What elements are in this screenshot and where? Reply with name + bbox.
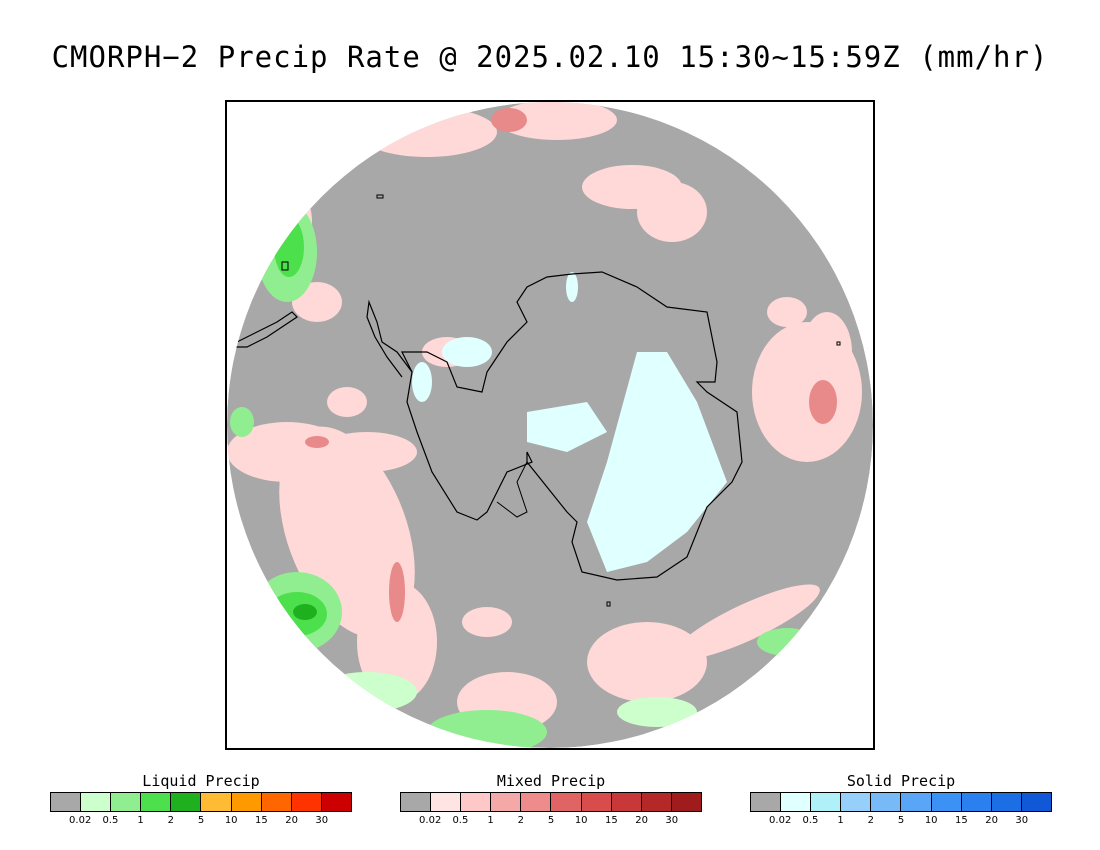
legend-tick-label: 10 [224,815,238,826]
legend-tick-label: 2 [167,815,174,826]
legend-swatch [461,793,492,811]
legend-color-bar [50,792,352,812]
legend-swatch [111,793,142,811]
legend-tick-label: 5 [547,815,555,826]
mixed-precip-legend: Mixed Precip 0.02 0.5 1 2 5 10 15 20 30 [400,770,702,828]
liquid-precip-legend: Liquid Precip 0.02 0.5 1 2 5 10 15 20 30 [50,770,352,828]
legend-swatch [841,793,872,811]
legend-tick-label: 30 [1015,815,1029,826]
solid-precip-legend: Solid Precip 0.02 0.5 1 2 5 10 15 20 30 [750,770,1052,828]
legend-tick-label: 0.5 [102,815,119,826]
antarctica-coastline [401,271,743,581]
legend-swatch [551,793,582,811]
legend-tick-label: 0.5 [452,815,469,826]
legend-swatch [611,793,642,811]
legend-tick-label: 5 [197,815,205,826]
legend-ticks: 0.02 0.5 1 2 5 10 15 20 30 [750,812,1052,828]
legend-tick-label: 2 [517,815,524,826]
polar-map [225,100,875,750]
legend-swatch [141,793,172,811]
legend-swatch [261,793,292,811]
legend-swatch [81,793,112,811]
legend-tick-label: 15 [955,815,968,826]
legend-tick-label: 2 [867,815,874,826]
legend-swatch [871,793,902,811]
legend-title: Solid Precip [846,772,956,790]
legend-title: Mixed Precip [496,772,606,790]
legend-tick-label: 30 [665,815,679,826]
legend-tick-label: 0.5 [802,815,819,826]
legend-swatch [201,793,232,811]
legend-swatch [321,793,351,811]
legend-tick-label: 15 [255,815,268,826]
map-title: CMORPH−2 Precip Rate @ 2025.02.10 15:30~… [51,40,1049,74]
legend-swatch [671,793,701,811]
legend-swatch [51,793,82,811]
island-outlines [281,194,841,607]
legend-swatch [901,793,932,811]
legend-swatch [811,793,842,811]
legend-ticks: 0.02 0.5 1 2 5 10 15 20 30 [400,812,702,828]
mixed-precip-areas [227,102,862,732]
legend-swatch [751,793,782,811]
legend-tick-label: 5 [897,815,905,826]
legend-tick-label: 20 [635,815,648,826]
legend-swatch [231,793,262,811]
legend-color-bar [400,792,702,812]
legend-ticks: 0.02 0.5 1 2 5 10 15 20 30 [50,812,352,828]
ross-sea-coastline [496,461,528,518]
legend-tick-label: 20 [285,815,298,826]
legend-tick-label: 30 [315,815,329,826]
legend-tick-label: 0.02 [769,815,792,826]
legend-swatch [401,793,432,811]
legend-tick-label: 20 [985,815,998,826]
legend-swatch [931,793,962,811]
legend-swatch [431,793,462,811]
legend-tick-label: 0.02 [69,815,92,826]
legend-swatch [961,793,992,811]
solid-precip-areas [412,272,727,572]
legend-tick-label: 1 [487,815,494,826]
legend-swatch [641,793,672,811]
legend-color-bar [750,792,1052,812]
legend-swatch [581,793,612,811]
legend-swatch [521,793,552,811]
legend-tick-label: 0.02 [419,815,442,826]
legend-swatch [1021,793,1051,811]
legend-tick-label: 10 [924,815,938,826]
legend-swatch [781,793,812,811]
legend-swatch [991,793,1022,811]
legend-tick-label: 1 [137,815,144,826]
legend-swatch [291,793,322,811]
south-america-coastline [234,311,298,348]
legend-tick-label: 10 [574,815,588,826]
antarctic-peninsula-coastline [366,299,413,378]
legend-tick-label: 1 [837,815,844,826]
precip-map-svg [227,102,873,748]
legend-tick-label: 15 [605,815,618,826]
legend-swatch [491,793,522,811]
legend-swatch [171,793,202,811]
legend-title: Liquid Precip [142,772,260,790]
